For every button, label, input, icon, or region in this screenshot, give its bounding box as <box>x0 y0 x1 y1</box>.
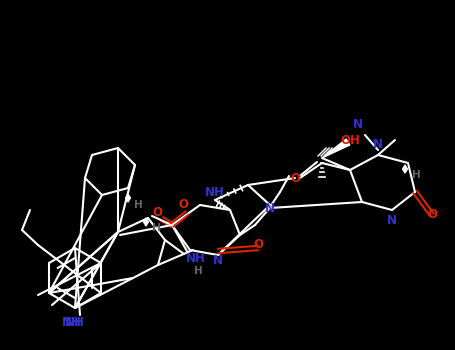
Text: O: O <box>290 172 300 184</box>
Polygon shape <box>144 218 148 226</box>
Text: H: H <box>152 223 162 233</box>
Polygon shape <box>126 194 131 202</box>
Text: NH: NH <box>62 315 82 329</box>
Text: O: O <box>427 209 437 222</box>
Text: O: O <box>253 238 263 252</box>
Text: O: O <box>178 198 188 211</box>
Text: NH: NH <box>65 315 85 329</box>
Text: NH: NH <box>205 187 225 199</box>
Polygon shape <box>403 165 407 173</box>
Text: H: H <box>412 170 420 180</box>
Text: H: H <box>194 266 202 276</box>
Text: N: N <box>213 253 223 266</box>
Text: OH: OH <box>340 133 360 147</box>
Text: N: N <box>387 214 397 226</box>
Text: O: O <box>152 206 162 219</box>
Text: N: N <box>373 139 383 152</box>
Text: N: N <box>353 119 363 132</box>
Polygon shape <box>322 139 350 158</box>
Text: NH: NH <box>186 252 206 265</box>
Text: N: N <box>265 202 275 215</box>
Text: H: H <box>134 200 142 210</box>
